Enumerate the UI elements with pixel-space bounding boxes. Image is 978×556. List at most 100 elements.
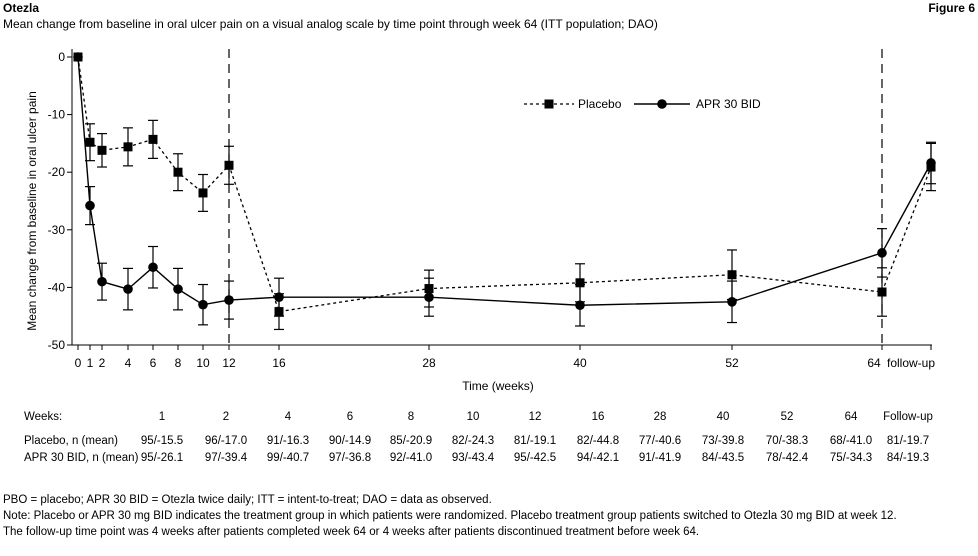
table-week-cell: Follow-up	[883, 411, 933, 423]
apr-point	[424, 292, 434, 302]
table-week-cell: 28	[653, 411, 667, 423]
table-week-cell: 4	[284, 411, 292, 423]
table-placebo-cell: 91/-16.3	[266, 435, 310, 447]
legend-apr-marker	[657, 99, 667, 109]
apr-point	[198, 299, 208, 310]
table-apr-cell: 94/-42.1	[576, 452, 620, 464]
x-tick-label: follow-up	[887, 356, 935, 370]
placebo-point	[85, 137, 95, 147]
placebo-point	[877, 287, 887, 297]
y-axis-label: Mean change from baseline in oral ulcer …	[25, 91, 39, 330]
legend-placebo-label: Placebo	[578, 97, 622, 111]
table-placebo-cell: 73/-39.8	[701, 435, 745, 447]
table-apr-cell: 99/-40.7	[266, 452, 310, 464]
table-placebo-cell: 77/-40.6	[638, 435, 682, 447]
table-apr-cell: 84/-19.3	[886, 452, 930, 464]
weeks-row-label: Weeks:	[24, 411, 63, 423]
table-week-cell: 52	[780, 411, 794, 423]
table-apr-cell: 78/-42.4	[765, 452, 809, 464]
x-tick-label: 0	[75, 356, 82, 370]
y-tick-label: -20	[48, 165, 66, 179]
table-week-cell: 64	[844, 411, 858, 423]
table-apr-cell: 75/-34.3	[829, 452, 873, 464]
footnote-abbreviations: PBO = placebo; APR 30 BID = Otezla twice…	[3, 494, 492, 506]
apr-point	[123, 284, 133, 294]
series-line-apr	[77, 56, 932, 306]
apr-point	[97, 276, 107, 287]
x-tick-label: 12	[222, 356, 236, 370]
placebo-point	[148, 134, 158, 144]
table-placebo-cell: 68/-41.0	[829, 435, 873, 447]
table-placebo-cell: 81/-19.7	[886, 435, 930, 447]
legend-apr-label: APR 30 BID	[696, 97, 761, 111]
table-apr-cell: 95/-26.1	[140, 452, 184, 464]
table-placebo-cell: 95/-15.5	[140, 435, 184, 447]
y-tick-label: -50	[48, 338, 66, 352]
apr-point	[877, 248, 887, 258]
table-apr-cell: 91/-41.9	[638, 452, 682, 464]
apr-point	[85, 200, 95, 211]
series-line-placebo	[77, 56, 932, 313]
table-placebo-cell: 85/-20.9	[389, 435, 433, 447]
footnote-followup: The follow-up time point was 4 weeks aft…	[3, 526, 700, 538]
apr-point	[73, 52, 83, 62]
x-tick-label: 64	[867, 356, 881, 370]
x-tick-label: 10	[196, 356, 210, 370]
table-placebo-cell: 96/-17.0	[204, 435, 248, 447]
brand-title: Otezla	[3, 1, 40, 15]
table-week-cell: 6	[346, 411, 354, 423]
x-tick-label: 40	[573, 356, 587, 370]
table-placebo-cell: 82/-24.3	[451, 435, 495, 447]
table-placebo-cell: 82/-44.8	[576, 435, 620, 447]
placebo-point	[123, 142, 133, 152]
placebo-point	[173, 167, 183, 177]
table-week-cell: 2	[222, 411, 230, 423]
chart-subtitle: Mean change from baseline in oral ulcer …	[3, 17, 658, 31]
placebo-point	[198, 188, 208, 198]
table-week-cell: 8	[407, 411, 415, 423]
line-chart: 0-10-20-30-40-500 1 2 4 6 8 10 12 16 28 40 52 64 foll…	[25, 49, 936, 393]
figure-label: Figure 6	[928, 1, 975, 15]
placebo-point	[224, 160, 234, 170]
table-apr-cell: 97/-39.4	[204, 452, 248, 464]
footnote-note: Note: Placebo or APR 30 mg BID indicates…	[3, 510, 897, 522]
apr-point	[224, 295, 234, 305]
x-tick-label: 8	[175, 356, 182, 370]
table-week-cell: 16	[591, 411, 605, 423]
x-tick-label: 52	[725, 356, 739, 370]
x-tick-label: 28	[422, 356, 436, 370]
legend-placebo-marker	[544, 99, 554, 109]
table-apr-cell: 92/-41.0	[389, 452, 433, 464]
x-tick-label: 16	[272, 356, 286, 370]
table-apr-cell: 84/-43.5	[701, 452, 745, 464]
table-week-cell: 1	[158, 411, 166, 423]
x-tick-label: 6	[150, 356, 157, 370]
table-week-cell: 40	[716, 411, 730, 423]
placebo-point	[97, 145, 107, 155]
x-tick-label: 2	[99, 356, 106, 370]
table-apr-cell: 93/-43.4	[451, 452, 495, 464]
table-apr-cell: 97/-36.8	[328, 452, 372, 464]
y-tick-label: -30	[48, 223, 66, 237]
x-tick-label: 1	[87, 356, 94, 370]
table-placebo-cell: 70/-38.3	[765, 435, 809, 447]
table-week-cell: 12	[528, 411, 542, 423]
table-week-cell: 10	[466, 411, 480, 423]
x-axis-label: Time (weeks)	[462, 379, 534, 393]
y-tick-label: 0	[58, 50, 65, 64]
table-apr-cell: 95/-42.5	[513, 452, 557, 464]
table-placebo-cell: 81/-19.1	[513, 435, 557, 447]
placebo-row-label: Placebo, n (mean)	[24, 435, 118, 447]
apr-point	[727, 297, 737, 307]
table-placebo-cell: 90/-14.9	[328, 435, 372, 447]
placebo-point	[575, 278, 585, 288]
apr-point	[575, 300, 585, 311]
y-tick-label: -40	[48, 280, 66, 294]
apr-point	[926, 158, 936, 168]
apr-point	[148, 262, 158, 273]
apr-point	[173, 284, 183, 294]
placebo-point	[727, 270, 737, 280]
y-tick-label: -10	[48, 108, 66, 122]
x-tick-label: 4	[125, 356, 132, 370]
apr-row-label: APR 30 BID, n (mean)	[24, 452, 139, 464]
